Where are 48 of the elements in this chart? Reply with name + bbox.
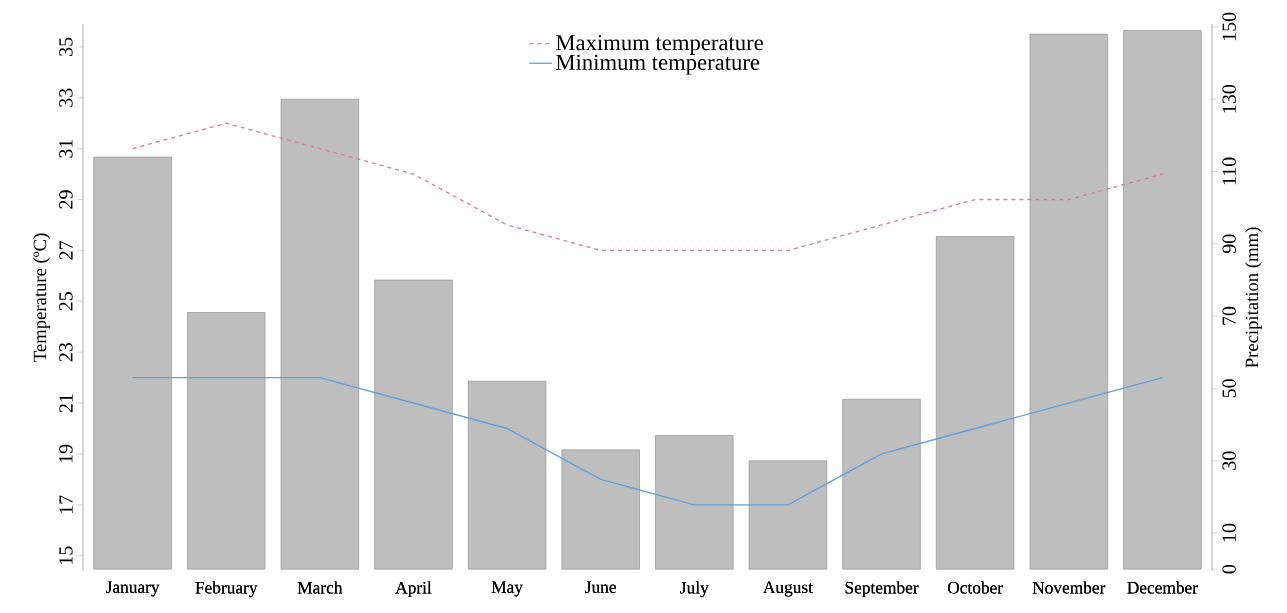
- y-tick-label: 27: [59, 241, 73, 260]
- y2-axis-title: Precipitation (mm): [1245, 227, 1262, 368]
- x-tick-label: November: [1032, 581, 1106, 594]
- y2-tick-label: 10: [1222, 523, 1236, 542]
- x-tick-label: March: [297, 581, 343, 594]
- y-tick-label: 23: [59, 342, 73, 362]
- y-tick-label: 15: [59, 546, 73, 564]
- x-tick-label: February: [195, 581, 258, 598]
- x-tick-label: August: [763, 581, 813, 597]
- bar: [748, 460, 828, 570]
- x-tick-label: May: [491, 581, 523, 597]
- y-tick-label: 33: [59, 88, 73, 107]
- y2-tick-label: 110: [1222, 157, 1236, 185]
- y-tick-label: 19: [59, 444, 73, 463]
- y2-tick-label: 30: [1222, 451, 1236, 470]
- bar: [1029, 33, 1108, 570]
- y2-tick-label: 90: [1222, 234, 1236, 254]
- y2-tick-label: 130: [1222, 84, 1236, 113]
- y-tick-label: 35: [59, 37, 73, 56]
- bar: [655, 435, 734, 570]
- bar: [280, 98, 359, 570]
- y-tick-label: 29: [59, 190, 73, 209]
- x-tick-label: December: [1127, 581, 1198, 594]
- y-tick-label: 31: [59, 139, 73, 158]
- legend-label: Maximum temperature: [556, 35, 763, 55]
- bar: [842, 398, 921, 570]
- x-tick-label: January: [106, 581, 160, 597]
- x-tick-label: June: [585, 581, 616, 593]
- legend-label: Minimum temperature: [556, 54, 760, 75]
- bar: [561, 449, 640, 570]
- bar: [374, 279, 453, 570]
- bar: [1123, 30, 1202, 570]
- bar: [93, 156, 172, 570]
- bar: [936, 236, 1015, 570]
- y-axis-title: Temperature (ºC): [33, 233, 51, 362]
- bar: [187, 312, 266, 570]
- x-tick-label: September: [845, 581, 919, 598]
- x-tick-label: April: [395, 581, 432, 598]
- y2-tick-label: 0: [1222, 564, 1236, 574]
- y-tick-label: 21: [59, 394, 73, 413]
- y2-tick-label: 70: [1222, 306, 1236, 325]
- y-tick-label: 17: [59, 495, 73, 514]
- y2-tick-label: 150: [1222, 12, 1236, 41]
- x-tick-label: July: [680, 581, 709, 598]
- bar: [467, 380, 547, 570]
- y-tick-label: 25: [59, 292, 73, 311]
- y2-tick-label: 50: [1222, 379, 1236, 398]
- x-tick-label: October: [947, 581, 1003, 594]
